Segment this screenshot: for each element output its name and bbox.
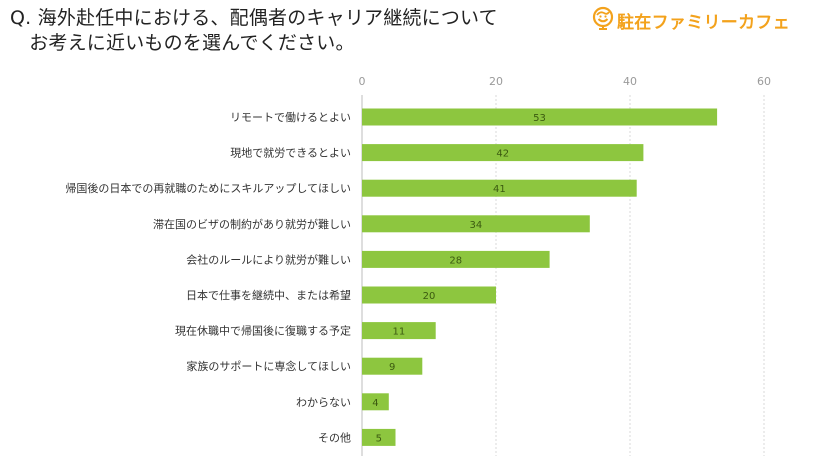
brand-name: 駐在ファミリーカフェ xyxy=(617,12,790,33)
bar xyxy=(362,393,389,411)
category-label: 滞在国のビザの制約があり就労が難しい xyxy=(153,217,351,231)
data-label: 28 xyxy=(449,255,462,266)
category-labels: リモートで働けるとよい現地で就労できるとよい帰国後の日本での再就職のためにスキル… xyxy=(65,111,351,444)
bar xyxy=(362,357,423,375)
category-label: 現地で就労できるとよい xyxy=(230,146,351,160)
category-label: 家族のサポートに専念してほしい xyxy=(186,359,351,373)
globe-smile-icon xyxy=(592,6,614,34)
bar xyxy=(362,250,550,268)
data-label: 53 xyxy=(533,113,546,124)
bar xyxy=(362,215,590,233)
x-tick-label: 0 xyxy=(359,75,366,88)
bar xyxy=(362,428,396,446)
data-label: 42 xyxy=(496,149,509,160)
category-label: その他 xyxy=(318,431,351,444)
bar xyxy=(362,322,436,340)
brand-logo: 駐在ファミリーカフェ xyxy=(592,6,790,34)
category-label: 会社のルールにより就労が難しい xyxy=(186,252,351,266)
category-label: リモートで働けるとよい xyxy=(230,111,351,124)
question-title: Q. 海外赴任中における、配偶者のキャリア継続について お考えに近いものを選んで… xyxy=(10,7,498,54)
data-label: 5 xyxy=(376,433,382,444)
category-label: 現在休職中で帰国後に復職する予定 xyxy=(175,324,351,338)
bar xyxy=(362,144,644,162)
data-label: 11 xyxy=(392,327,405,338)
bar xyxy=(362,286,496,304)
category-label: 帰国後の日本での再就職のためにスキルアップしてほしい xyxy=(65,181,351,195)
data-label: 41 xyxy=(493,184,506,195)
data-label: 34 xyxy=(470,220,483,231)
data-label: 20 xyxy=(423,291,436,302)
category-label: 日本で仕事を継続中、または希望 xyxy=(186,288,351,302)
data-labels: 53 42 41 34 28 20 11 9 4 5 xyxy=(372,113,546,444)
data-label: 9 xyxy=(389,362,395,373)
x-tick-label: 60 xyxy=(757,75,771,88)
bars xyxy=(362,108,718,446)
data-label: 4 xyxy=(372,398,378,409)
category-label: わからない xyxy=(296,396,351,409)
x-tick-label: 40 xyxy=(623,75,637,88)
x-tick-label: 20 xyxy=(489,75,503,88)
bar xyxy=(362,179,637,197)
x-axis-ticks: 0 20 40 60 xyxy=(359,75,772,88)
bar xyxy=(362,108,718,126)
